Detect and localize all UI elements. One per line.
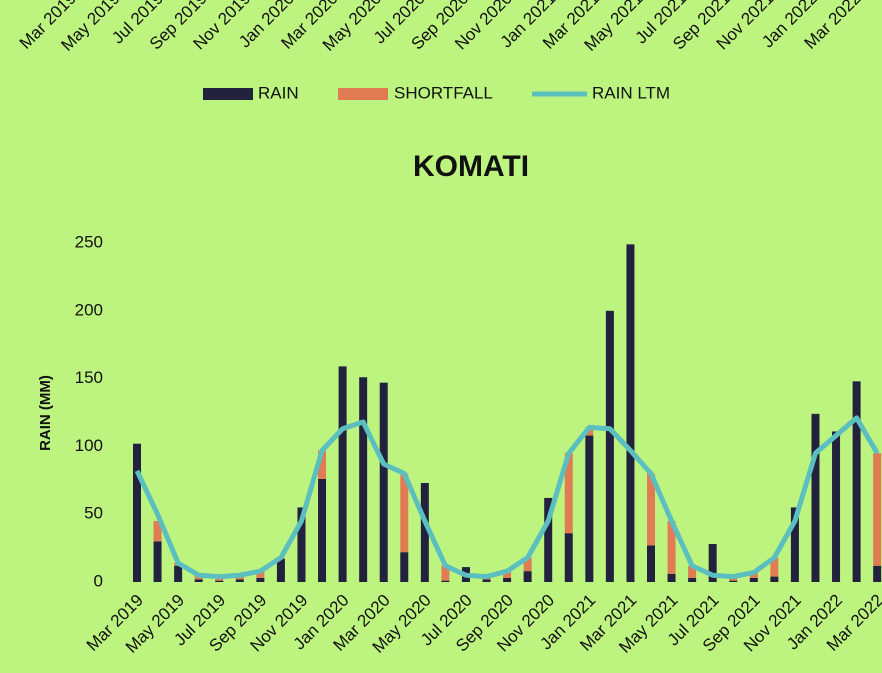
bar — [441, 580, 450, 582]
bar — [708, 544, 717, 582]
y-tick-label: 200 — [75, 300, 103, 319]
legend-swatch — [203, 88, 253, 100]
bar — [153, 541, 162, 582]
chart-title: KOMATI — [413, 150, 529, 183]
bar — [544, 497, 553, 582]
bar — [441, 565, 450, 581]
bar — [564, 453, 573, 534]
bar — [215, 580, 224, 582]
y-tick-label: 0 — [94, 571, 103, 590]
bar — [647, 545, 655, 582]
bar — [276, 558, 285, 582]
bar — [749, 572, 758, 578]
bar — [400, 552, 409, 582]
y-tick-label: 50 — [84, 504, 103, 523]
bar — [667, 573, 676, 582]
bar — [318, 450, 327, 479]
bar — [873, 453, 882, 566]
bar — [420, 483, 429, 582]
bar — [585, 435, 594, 582]
bar — [605, 310, 614, 582]
bar — [832, 431, 841, 582]
bar — [770, 576, 779, 582]
bar — [297, 507, 306, 582]
y-axis-label: RAIN (MM) — [37, 375, 54, 451]
bar — [400, 473, 409, 553]
line — [134, 415, 880, 580]
bar — [667, 520, 676, 574]
bar — [790, 507, 799, 582]
bar — [770, 557, 779, 577]
bar — [359, 377, 368, 582]
bar — [688, 565, 697, 578]
bar — [729, 580, 738, 582]
bar — [647, 473, 655, 546]
bar — [256, 571, 265, 578]
bar — [503, 571, 512, 578]
bar — [256, 577, 265, 582]
bar — [503, 577, 512, 582]
bar — [564, 533, 573, 582]
bar — [174, 565, 183, 582]
bar — [194, 579, 203, 582]
legend-label: RAIN LTM — [592, 83, 670, 102]
bar — [749, 577, 758, 582]
bar — [688, 577, 697, 582]
bar — [811, 413, 820, 582]
bar — [523, 571, 532, 582]
bar — [379, 382, 388, 582]
bar — [235, 579, 244, 582]
legend-swatch — [338, 88, 388, 100]
bar — [523, 557, 532, 572]
bar — [133, 443, 141, 582]
y-tick-label: 150 — [75, 368, 103, 387]
bar — [318, 478, 327, 582]
bar — [852, 381, 861, 582]
bar — [153, 520, 162, 542]
legend-label: RAIN — [258, 83, 299, 102]
bar — [585, 427, 594, 436]
bar — [482, 579, 491, 582]
bar — [873, 565, 882, 582]
bar — [626, 244, 635, 582]
bar — [338, 366, 347, 582]
legend-label: SHORTFALL — [394, 83, 493, 102]
y-tick-label: 100 — [75, 436, 103, 455]
y-tick-label: 250 — [75, 232, 103, 251]
